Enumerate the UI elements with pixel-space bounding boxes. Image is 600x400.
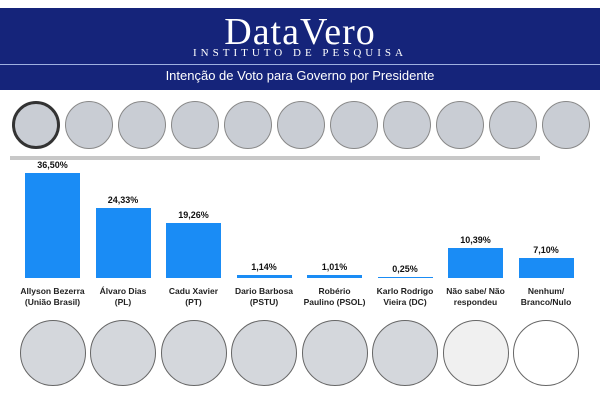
candidate-photo [118, 101, 166, 149]
category-label: Allyson Bezerra (União Brasil) [20, 286, 85, 307]
candidate-photo [90, 320, 156, 386]
candidate-photo [383, 101, 431, 149]
category-label: Dario Barbosa (PSTU) [234, 286, 294, 307]
category-label: Nenhum/ Branco/Nulo [520, 286, 572, 307]
candidate-photo [12, 101, 60, 149]
candidate-photo [277, 101, 325, 149]
candidate-photo [19, 320, 86, 386]
candidate-photo [372, 320, 438, 386]
header-band [0, 8, 600, 90]
candidate-photo [436, 101, 484, 149]
value-label: 1,01% [321, 262, 348, 273]
candidate-photo [231, 320, 297, 386]
value-label: 24,33% [107, 194, 139, 205]
category-label: Álvaro Dias (PL) [99, 286, 147, 307]
bar [95, 207, 151, 278]
candidate-photo [65, 101, 113, 149]
category-label: Cadu Xavier (PT) [168, 286, 219, 307]
scrollbar [10, 156, 540, 160]
candidate-photo [489, 101, 537, 149]
candidate-photo [542, 101, 590, 149]
bar [236, 274, 292, 278]
divider [0, 64, 600, 65]
category-label: Robério Paulino (PSOL) [303, 286, 366, 307]
value-label: 0,25% [392, 264, 418, 275]
bar [377, 277, 433, 278]
value-label: 1,14% [251, 261, 277, 272]
candidate-photo [301, 320, 368, 386]
value-label: 7,10% [533, 244, 559, 255]
candidate-photo [513, 320, 579, 386]
brand-subtitle: INSTITUTO DE PESQUISA [193, 47, 407, 59]
category-label: Karlo Rodrigo Vieira (DC) [376, 286, 434, 307]
candidate-photo [442, 320, 509, 386]
candidate-photo [330, 101, 378, 149]
bar [448, 248, 503, 278]
bar [307, 275, 362, 278]
bar [518, 257, 574, 278]
value-label: 19,26% [178, 209, 209, 220]
brand: DataVero [224, 11, 376, 53]
chart-title: Intenção de Voto para Governo por Presid… [165, 68, 435, 83]
candidate-photo [160, 320, 227, 386]
bar [25, 172, 80, 278]
value-label: 10,39% [460, 235, 491, 246]
bar [166, 222, 221, 278]
value-label: 36,50% [37, 159, 68, 170]
candidate-photo [171, 101, 219, 149]
candidate-photo [224, 101, 272, 149]
category-label: Não sabe/ Não respondeu [446, 286, 505, 307]
